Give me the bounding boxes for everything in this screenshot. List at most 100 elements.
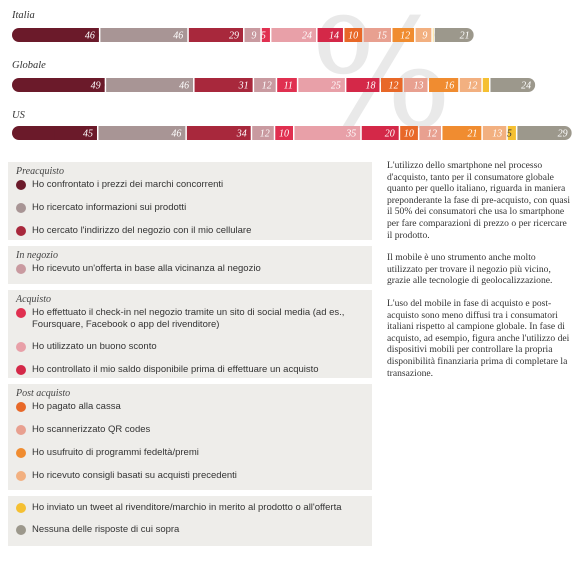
legend-dot-icon [16, 525, 26, 535]
legend-label: Ho ricercato informazioni sui prodotti [32, 202, 187, 213]
legend-dot-icon [16, 226, 26, 236]
bar-value-label: 12 [427, 129, 437, 140]
bar-segment-cap [58, 78, 105, 92]
bar-title-italia: Italia [12, 10, 35, 21]
legend-group: Ho inviato un tweet al rivenditore/march… [8, 496, 372, 546]
bar-value-label: 46 [179, 81, 189, 92]
bar-value-label: 24 [302, 31, 312, 42]
bar-segment [432, 28, 434, 42]
legend-item: Ho effettuato il check-in nel negozio tr… [16, 307, 372, 331]
legend-group-title: Post acquisto [16, 388, 71, 399]
bar-segment [363, 28, 392, 42]
bar-value-label: 10 [348, 31, 358, 42]
legend-item: Ho scannerizzato QR codes [16, 424, 372, 436]
legend-item: Ho controllato il mio saldo disponibile … [16, 364, 372, 376]
legend-item: Ho ricevuto un'offerta in base alla vici… [16, 263, 372, 275]
legend-label: Ho usufruito di programmi fedeltà/premi [32, 447, 199, 458]
legend-label: Ho controllato il mio saldo disponibile … [32, 364, 319, 375]
bar-value-label: 21 [460, 31, 470, 42]
legend-item: Ho confrontato i prezzi dei marchi conco… [16, 179, 372, 191]
legend-item: Ho inviato un tweet al rivenditore/march… [16, 502, 372, 514]
bar-segment [271, 28, 317, 42]
bar-value-label: 46 [171, 129, 181, 140]
bar-value-label: 24 [521, 81, 531, 92]
legend-label: Ho ricevuto un'offerta in base alla vici… [32, 263, 261, 274]
legend-label: Ho inviato un tweet al rivenditore/march… [32, 502, 342, 513]
bar-segment [459, 78, 482, 92]
bar-segment [415, 28, 432, 42]
bar-value-label: 45 [83, 129, 93, 140]
legend-dot-icon [16, 365, 26, 375]
bar-value-label: 12 [389, 81, 399, 92]
bar-segment [507, 126, 516, 140]
bar-segment [194, 78, 253, 92]
legend-label: Ho utilizzato un buono sconto [32, 341, 157, 352]
bar-segment [100, 28, 188, 42]
side-commentary: L'utilizzo dello smartphone nel processo… [387, 160, 573, 390]
bar-segment [482, 126, 507, 140]
bar-segment-cap [490, 78, 513, 92]
legend-dot-icon [16, 425, 26, 435]
bar-value-label: 35 [345, 129, 356, 140]
legend-dot-icon [16, 503, 26, 513]
bar-value-label: 12 [262, 81, 272, 92]
bar-segment [244, 28, 261, 42]
bar-segment [294, 126, 361, 140]
bar-value-label: 5 [507, 129, 512, 140]
legend-item: Ho ricercato informazioni sui prodotti [16, 202, 372, 214]
bar-value-label: 13 [492, 129, 502, 140]
bar-value-label: 29 [229, 31, 239, 42]
bar-segment [429, 78, 459, 92]
bar-value-label: 10 [279, 129, 289, 140]
legend-group: Acquisto Ho effettuato il check-in nel ne… [8, 290, 372, 378]
bar-value-label: 12 [260, 129, 270, 140]
bar-title-us: US [12, 110, 25, 121]
bar-value-label: 29 [558, 129, 568, 140]
legend-item: Ho usufruito di programmi fedeltà/premi [16, 447, 372, 459]
bar-segment [252, 126, 274, 140]
legend-label: Ho scannerizzato QR codes [32, 424, 151, 435]
legend-group-title: Preacquisto [16, 166, 64, 177]
bar-segment-cap [517, 126, 545, 140]
bar-segment [298, 78, 345, 92]
bar-segment [277, 78, 297, 92]
legend-group: In negozio Ho ricevuto un'offerta in base… [8, 246, 372, 284]
bar-segment [482, 78, 490, 92]
legend-dot-icon [16, 402, 26, 412]
bar-segment [186, 126, 251, 140]
bar-segment [404, 78, 428, 92]
legend-dot-icon [16, 180, 26, 190]
bar-value-label: 31 [238, 81, 249, 92]
bar-segment [380, 78, 403, 92]
bar-segment [400, 126, 418, 140]
bar-value-label: 46 [173, 31, 183, 42]
legend-dot-icon [16, 264, 26, 274]
legend-dot-icon [16, 342, 26, 352]
legend-label: Ho effettuato il check-in nel negozio tr… [32, 307, 345, 330]
legend-group: Preacquisto Ho confrontato i prezzi dei m… [8, 162, 372, 240]
bar-segment [98, 126, 186, 140]
side-paragraph-1: L'utilizzo dello smartphone nel processo… [387, 160, 571, 241]
bar-segment [188, 28, 244, 42]
legend-item: Ho utilizzato un buono sconto [16, 341, 372, 353]
legend-label: Ho cercato l'indirizzo del negozio con i… [32, 225, 252, 236]
bar-value-label: 20 [385, 129, 395, 140]
legend-label: Nessuna delle risposte di cui sopra [32, 524, 180, 535]
side-paragraph-2: Il mobile è uno strumento anche molto ut… [387, 252, 553, 287]
legend-label: Ho ricevuto consigli basati su acquisti … [32, 470, 237, 481]
bar-value-label: 49 [91, 81, 101, 92]
bar-value-label: 11 [284, 81, 293, 92]
bar-value-label: 12 [467, 81, 477, 92]
bar-value-label: 10 [404, 129, 414, 140]
legend-label: Ho confrontato i prezzi dei marchi conco… [32, 179, 224, 190]
bar-title-globale: Globale [12, 60, 46, 71]
bar-value-label: 9 [251, 31, 256, 42]
bar-value-label: 9 [422, 31, 427, 42]
legend-group: Post acquisto Ho pagato alla cassa Ho scan… [8, 384, 372, 490]
legend-item: Nessuna delle risposte di cui sopra [16, 524, 372, 536]
bar-value-label: 5 [261, 31, 266, 42]
legend-group-title: Acquisto [16, 294, 51, 305]
legend-group-title: In negozio [16, 250, 58, 261]
bar-value-label: 34 [236, 129, 247, 140]
legend-dot-icon [16, 308, 26, 318]
